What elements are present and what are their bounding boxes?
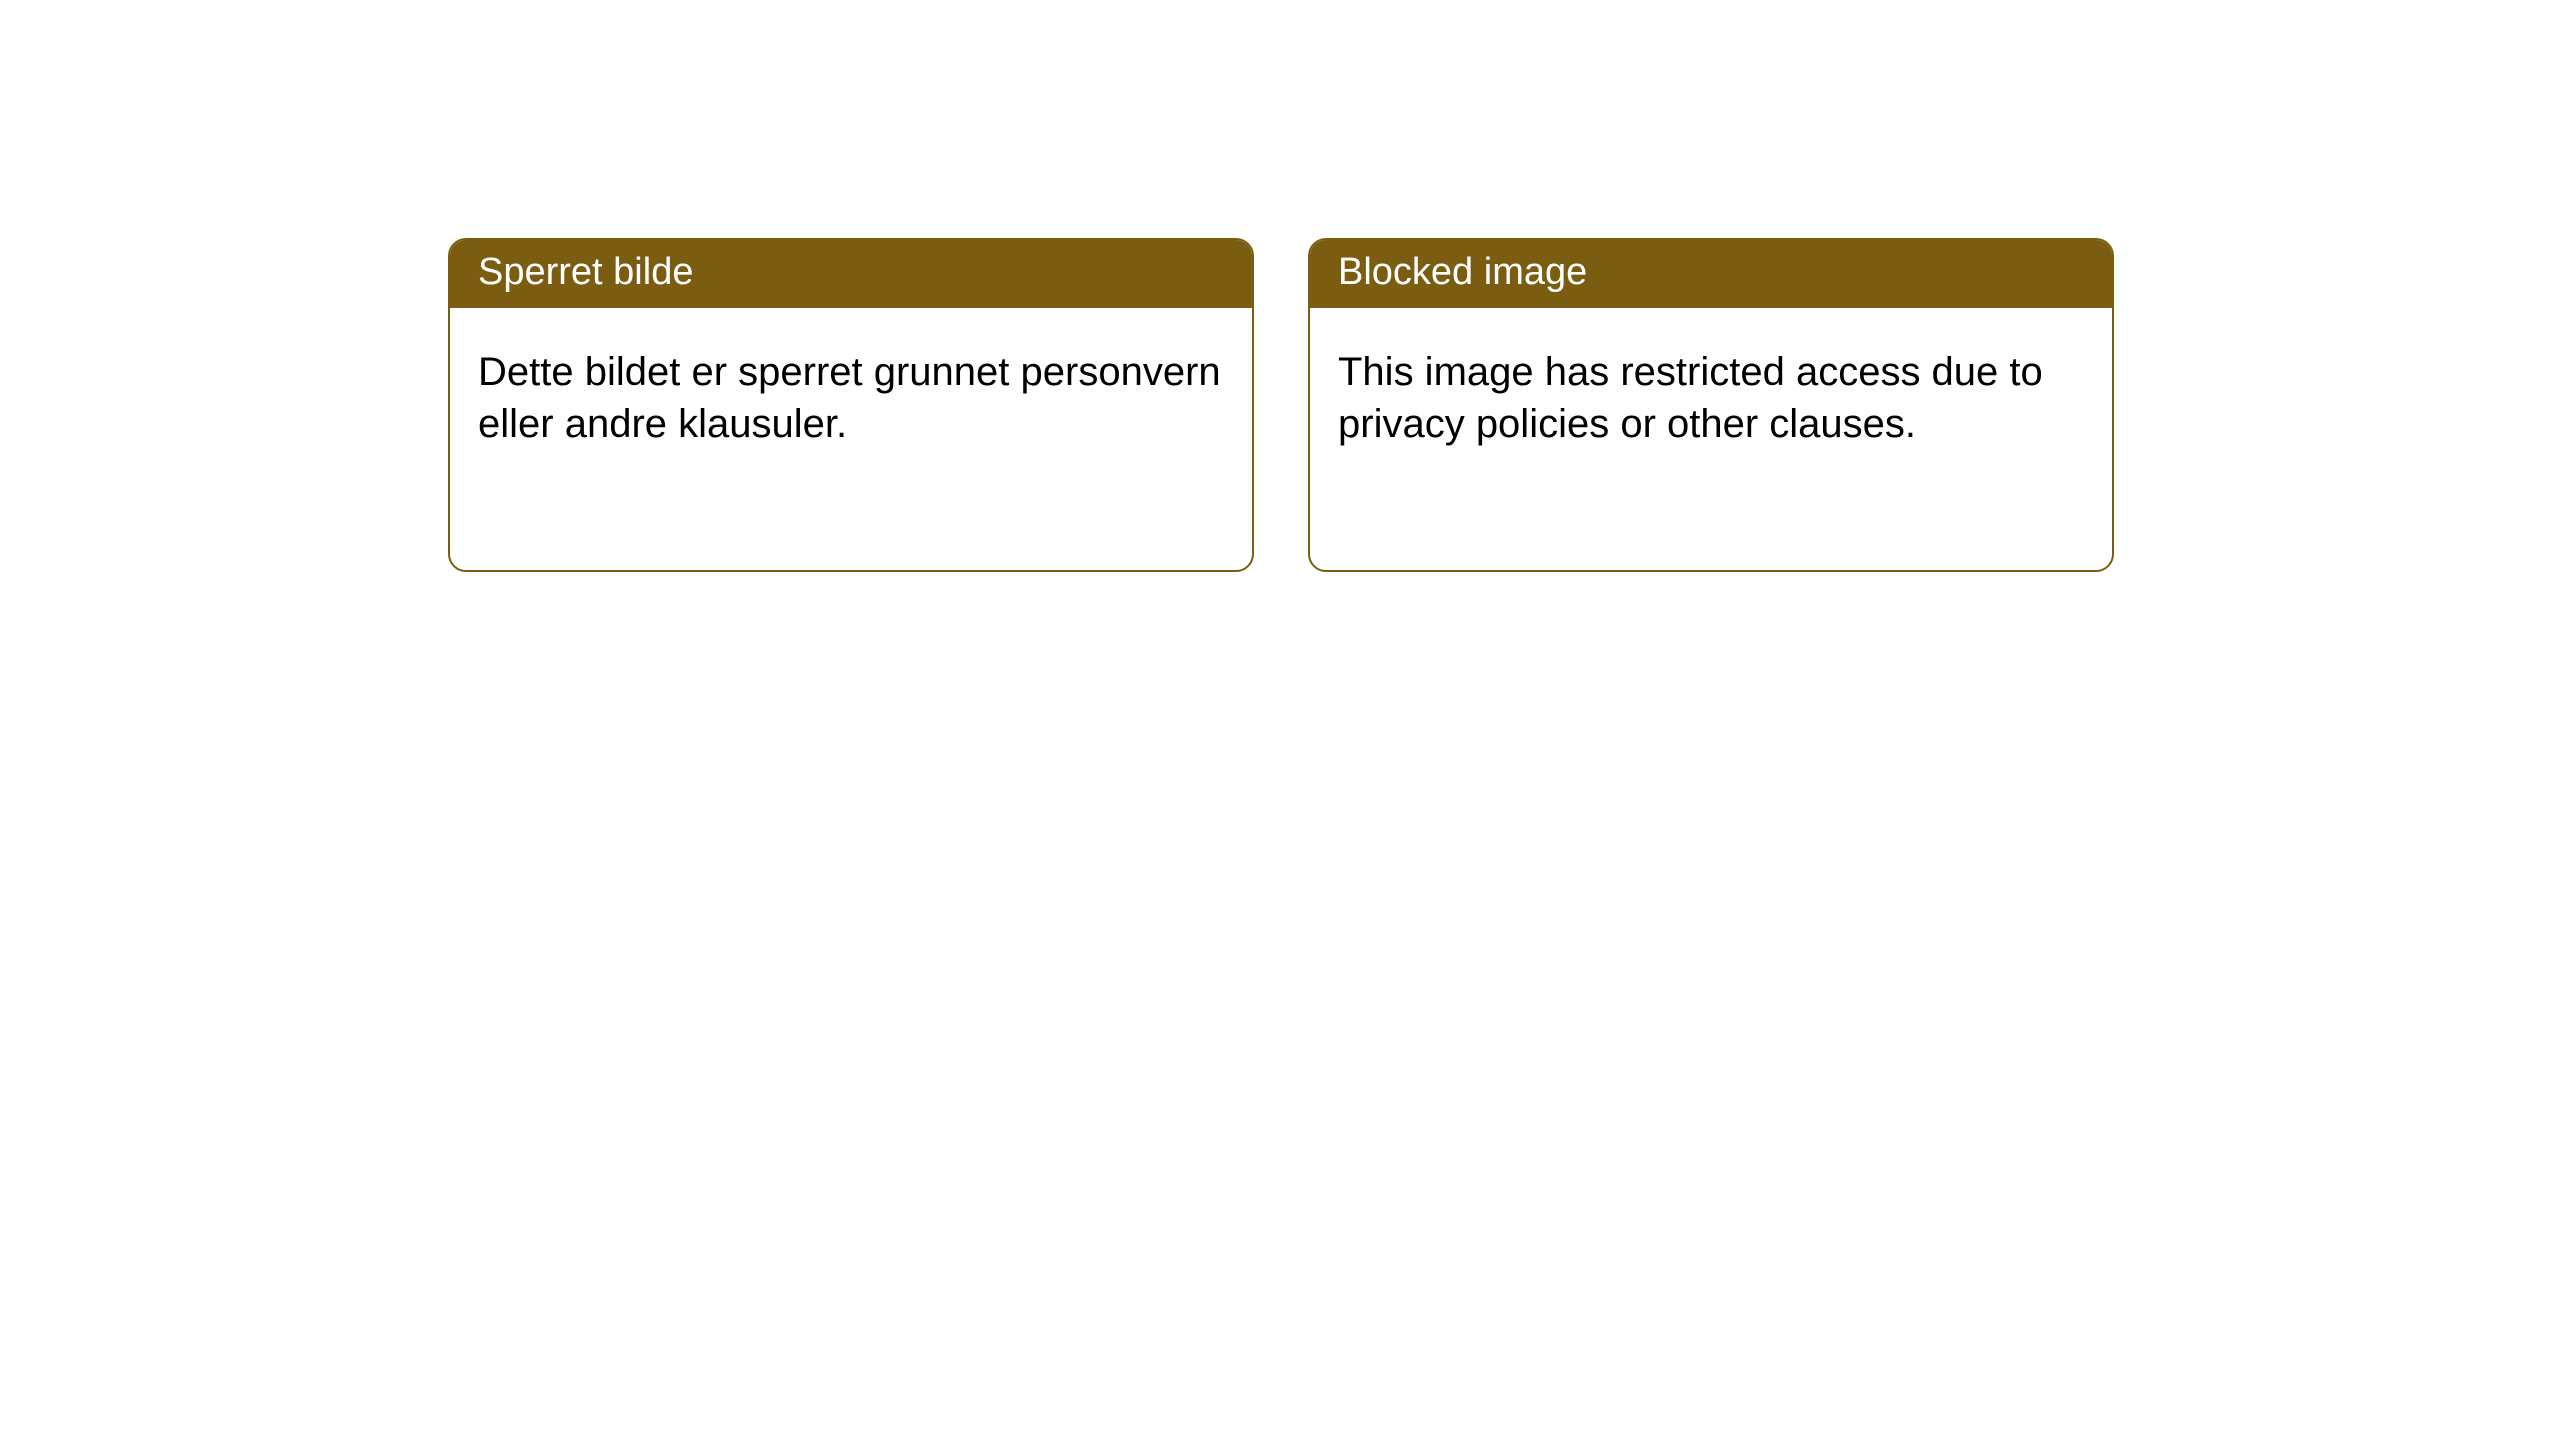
notice-body-norwegian: Dette bildet er sperret grunnet personve… bbox=[450, 308, 1252, 470]
notice-title-english: Blocked image bbox=[1310, 240, 2112, 308]
notice-title-norwegian: Sperret bilde bbox=[450, 240, 1252, 308]
notice-container: Sperret bilde Dette bildet er sperret gr… bbox=[0, 0, 2560, 572]
notice-card-english: Blocked image This image has restricted … bbox=[1308, 238, 2114, 572]
notice-body-english: This image has restricted access due to … bbox=[1310, 308, 2112, 470]
notice-card-norwegian: Sperret bilde Dette bildet er sperret gr… bbox=[448, 238, 1254, 572]
